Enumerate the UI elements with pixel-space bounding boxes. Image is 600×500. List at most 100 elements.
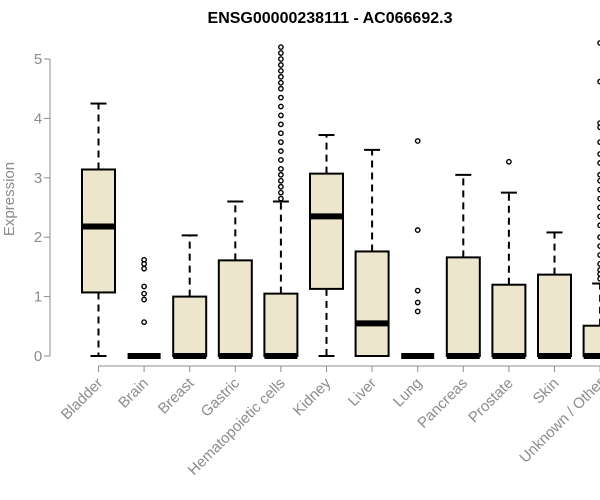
box-1: [127, 256, 161, 359]
box-rect: [537, 273, 572, 358]
box-rect: [309, 172, 344, 290]
outlier-point: [277, 121, 284, 128]
outlier-point: [414, 287, 421, 294]
outlier-point: [141, 265, 148, 272]
outlier-point: [414, 227, 421, 233]
outlier-point: [277, 73, 284, 80]
outlier-point: [597, 120, 600, 127]
outlier-point: [277, 189, 284, 196]
outlier-point: [414, 138, 421, 144]
x-tick-label: Skin: [530, 375, 563, 408]
box-10: [537, 231, 572, 359]
box-9: [491, 158, 527, 359]
outlier-point: [277, 165, 284, 172]
outlier-point: [597, 204, 600, 211]
box-0: [81, 102, 116, 357]
outlier-point: [141, 296, 148, 303]
x-tick-label: Brain: [115, 375, 152, 412]
x-tick-label: Prostate: [465, 375, 517, 427]
outlier-point: [141, 319, 148, 326]
x-tick-label: Breast: [155, 374, 198, 417]
box-7: [401, 138, 435, 359]
outlier-point: [277, 139, 284, 146]
box-rect: [172, 295, 208, 358]
y-tick-label: 2: [34, 229, 42, 246]
outlier-point: [277, 195, 284, 202]
x-tick-label: Liver: [345, 375, 380, 410]
outlier-point: [597, 124, 600, 131]
y-axis: 0 1 2 3 4 5: [34, 51, 51, 365]
outlier-point: [277, 44, 284, 51]
outlier-point: [597, 261, 600, 267]
outlier-point: [597, 266, 600, 273]
outlier-point: [277, 112, 284, 119]
y-tick-label: 4: [34, 110, 42, 127]
x-tick-label: Kidney: [290, 374, 335, 419]
boxes-group: [81, 40, 600, 359]
outlier-point: [597, 195, 600, 202]
outlier-point: [597, 160, 600, 166]
outlier-point: [597, 151, 600, 157]
outlier-point: [597, 222, 600, 229]
outlier-point: [597, 186, 600, 193]
box-3: [217, 200, 253, 359]
outlier-point: [597, 40, 600, 46]
outlier-point: [277, 67, 284, 74]
outlier-point: [597, 177, 600, 184]
outlier-point: [597, 271, 600, 277]
x-tick-label: Pancreas: [414, 375, 471, 432]
outlier-point: [597, 252, 600, 258]
outlier-point: [505, 158, 512, 165]
box-rect: [263, 292, 299, 358]
box-rect: [354, 250, 390, 357]
outlier-point: [277, 130, 284, 137]
x-tick-label: Lung: [390, 375, 426, 411]
outlier-point: [597, 234, 600, 241]
x-tick-label: Gastric: [198, 374, 244, 420]
outlier-point: [277, 56, 284, 62]
outlier-point: [597, 275, 600, 282]
y-tick-label: 1: [34, 289, 42, 306]
box-rect: [491, 283, 527, 357]
outlier-point: [597, 243, 600, 250]
outlier-point: [277, 183, 284, 190]
outlier-point: [277, 50, 284, 56]
outlier-point: [597, 171, 600, 178]
box-11: [582, 40, 600, 359]
x-tick-label: Bladder: [58, 375, 107, 424]
box-rect: [445, 256, 481, 357]
outlier-point: [277, 171, 284, 178]
outlier-point: [277, 85, 284, 92]
outlier-point: [141, 256, 148, 263]
box-rect: [81, 168, 116, 294]
box-rect: [582, 324, 600, 357]
outlier-point: [597, 213, 600, 220]
box-2: [172, 234, 208, 359]
box-4: [263, 44, 299, 359]
box-8: [445, 173, 481, 359]
outlier-point: [277, 157, 284, 163]
outlier-point: [414, 308, 421, 315]
outlier-point: [277, 177, 284, 184]
outlier-point: [277, 79, 284, 86]
box-5: [309, 134, 344, 357]
outlier-point: [277, 103, 284, 110]
outlier-point: [277, 62, 284, 68]
box-rect: [217, 259, 253, 357]
outlier-point: [141, 290, 148, 297]
y-tick-label: 3: [34, 170, 42, 187]
outlier-point: [277, 148, 284, 154]
outlier-point: [414, 299, 421, 306]
chart-title: ENSG00000238111 - AC066692.3: [208, 10, 453, 27]
outlier-point: [597, 78, 600, 85]
outlier-point: [277, 94, 284, 101]
y-tick-label: 0: [34, 348, 42, 365]
outlier-point: [597, 139, 600, 146]
outlier-point: [141, 283, 148, 290]
y-axis-label: Expression: [1, 162, 18, 236]
y-tick-label: 5: [34, 51, 42, 68]
box-6: [354, 148, 390, 357]
